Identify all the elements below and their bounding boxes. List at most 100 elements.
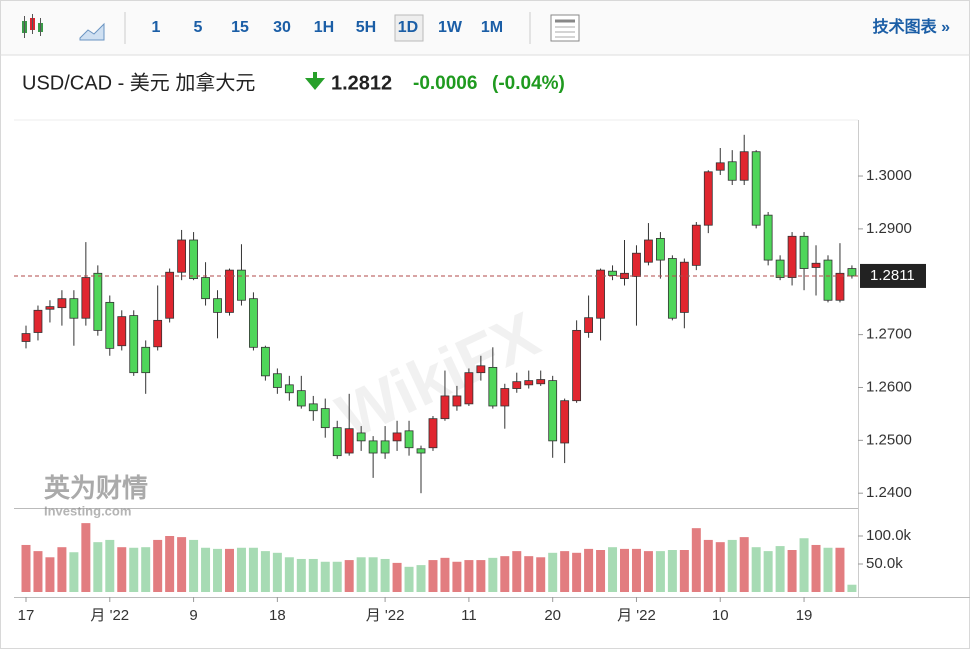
volume-bar <box>500 556 510 592</box>
candle-body <box>727 161 737 181</box>
volume-bar <box>751 547 761 592</box>
last-price-label: 1.2811 <box>870 267 915 284</box>
interval-button[interactable]: 1W <box>438 19 463 36</box>
x-tick-label: 月 '22 <box>90 607 129 624</box>
v-tick-label: 100.0k <box>866 527 912 544</box>
volume-bar <box>392 562 402 592</box>
volume-bar <box>536 557 546 592</box>
candle-body <box>536 379 546 385</box>
volume-bar <box>57 547 67 592</box>
volume-bar <box>572 552 582 592</box>
candle-body <box>775 259 785 278</box>
interval-button[interactable]: 1H <box>314 19 334 36</box>
volume-bar <box>272 552 282 592</box>
candle-body <box>715 162 725 171</box>
table-icon[interactable] <box>550 14 580 42</box>
x-tick-label: 9 <box>189 607 197 624</box>
candle-body <box>584 317 593 333</box>
y-tick-label: 1.2400 <box>866 484 912 501</box>
volume-bar <box>799 538 809 592</box>
interval-button[interactable]: 30 <box>273 19 291 36</box>
interval-button[interactable]: 15 <box>231 19 249 36</box>
candle-body <box>260 346 270 377</box>
candle-body <box>548 380 558 442</box>
volume-bar <box>440 557 450 592</box>
candle-body <box>440 395 450 420</box>
price: 1.2812 <box>331 72 392 94</box>
interval-button[interactable]: 5H <box>356 19 376 36</box>
candle-body <box>356 432 366 442</box>
candle-body <box>500 388 510 407</box>
candle-body <box>93 272 103 331</box>
volume-bar <box>596 550 606 592</box>
x-tick-label: 月 '22 <box>366 607 405 624</box>
candle-body <box>249 298 258 348</box>
volume-bar <box>727 539 737 592</box>
volume-bar <box>213 548 223 592</box>
y-tick-label: 1.2900 <box>866 220 912 237</box>
candle-body <box>763 214 773 261</box>
last-price-box <box>860 263 926 288</box>
y-tick-label: 1.2600 <box>866 378 912 395</box>
interval-button[interactable]: 1D <box>398 19 418 36</box>
v-tick-label: 50.0k <box>866 555 903 572</box>
candle-body <box>847 268 857 277</box>
volume-bar <box>787 550 797 592</box>
volume-bar <box>703 539 713 592</box>
volume-bars <box>21 523 857 592</box>
volume-bar <box>380 558 390 592</box>
volume-bar <box>284 557 294 592</box>
technical-link[interactable]: 技术图表 » <box>873 17 950 36</box>
y-tick-label: 1.3000 <box>866 167 912 184</box>
candle-body <box>416 448 426 454</box>
candle-body <box>332 427 342 457</box>
volume-bar <box>631 548 641 592</box>
volume-bar <box>608 547 618 592</box>
volume-bar <box>512 551 522 592</box>
volume-bar <box>308 558 318 592</box>
candle-body <box>476 365 486 374</box>
candle-body <box>823 259 833 301</box>
volume-bar <box>177 537 187 592</box>
volume-bar <box>69 552 79 592</box>
volume-bar <box>201 547 211 592</box>
interval-button[interactable]: 1M <box>481 19 503 36</box>
candle-body <box>667 258 677 319</box>
candle-body <box>272 373 282 388</box>
line-icon[interactable] <box>79 22 105 41</box>
x-tick-label: 月 '22 <box>617 607 656 624</box>
interval-button[interactable]: 5 <box>194 19 203 36</box>
candle-body <box>237 269 246 301</box>
interval-button[interactable]: 1 <box>152 19 161 36</box>
volume-bar <box>45 557 55 592</box>
volume-bar <box>344 560 354 592</box>
volume-bar <box>560 551 570 592</box>
volume-bar <box>655 551 665 592</box>
candle-body <box>739 151 749 181</box>
candle-body <box>644 239 653 263</box>
candle-body <box>799 235 809 269</box>
volume-bar <box>667 550 677 592</box>
volume-bar <box>356 557 366 592</box>
candle-body <box>165 271 175 319</box>
candle-icon[interactable] <box>22 14 43 38</box>
candle-body <box>679 261 689 313</box>
volume-bar <box>452 561 462 592</box>
volume-bar <box>189 539 199 592</box>
candle-body <box>284 384 294 394</box>
volume-bar <box>488 557 498 592</box>
x-tick-label: 17 <box>18 607 35 624</box>
candle-body <box>392 432 402 442</box>
candle-body <box>560 400 570 444</box>
volume-bar <box>643 551 653 592</box>
candle-body <box>428 418 438 449</box>
candle-body <box>488 366 498 407</box>
volume-bar <box>33 551 43 592</box>
x-tick-label: 19 <box>796 607 813 624</box>
volume-bar <box>117 547 127 592</box>
volume-bar <box>21 544 31 592</box>
x-tick-label: 20 <box>544 607 561 624</box>
down-arrow <box>305 72 325 90</box>
volume-bar <box>416 565 426 592</box>
candle-body <box>751 151 761 226</box>
